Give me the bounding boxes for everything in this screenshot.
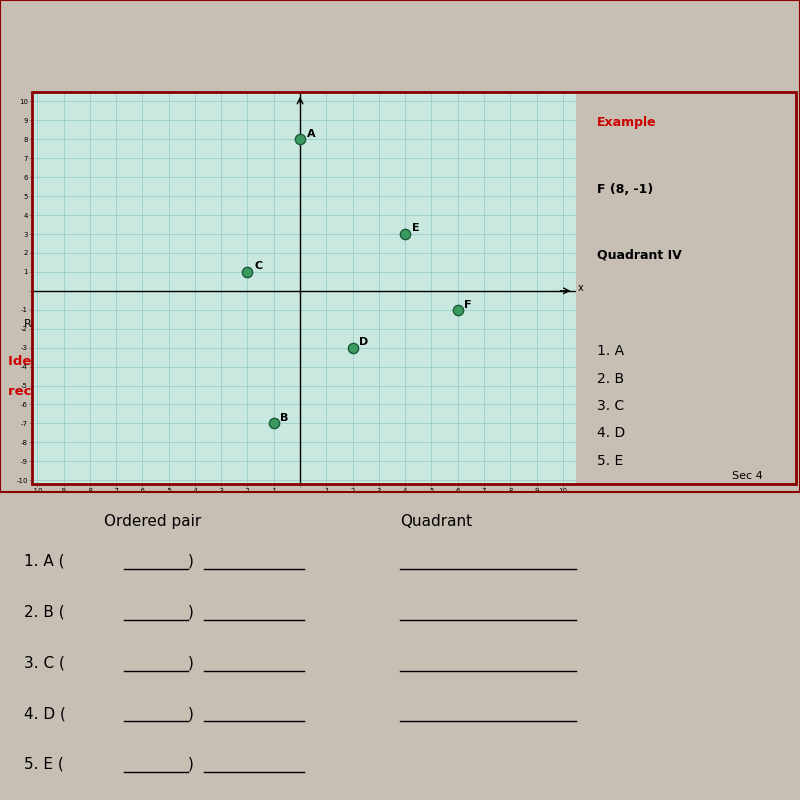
Point <box>267 417 280 430</box>
Text: Identify the quadrants and the ordered pair for each given points in the: Identify the quadrants and the ordered p… <box>8 355 548 368</box>
Text: References: References <box>24 319 86 329</box>
Text: A: A <box>306 129 315 138</box>
Text: 5. E: 5. E <box>597 454 623 467</box>
Text: B: B <box>280 413 289 422</box>
Point <box>346 342 359 354</box>
Point <box>398 228 411 241</box>
Point <box>241 266 254 278</box>
Text: F (8, -1): F (8, -1) <box>597 183 654 196</box>
Text: rectangular plane.: rectangular plane. <box>8 385 146 398</box>
Text: D: D <box>359 337 369 347</box>
Text: ): ) <box>188 655 194 670</box>
Text: 3. C: 3. C <box>597 399 624 413</box>
Text: x: x <box>578 283 583 293</box>
Text: Quadrant IV: Quadrant IV <box>597 248 682 261</box>
Text: View: View <box>264 319 290 329</box>
Text: 2. B (: 2. B ( <box>24 605 65 619</box>
Text: C: C <box>254 261 262 271</box>
Text: E: E <box>412 223 419 233</box>
Text: Quadrant: Quadrant <box>400 514 472 529</box>
Text: ): ) <box>188 706 194 721</box>
Text: Mailings: Mailings <box>112 319 158 329</box>
Text: ): ) <box>188 605 194 619</box>
Point <box>294 133 306 146</box>
Text: 4. D (: 4. D ( <box>24 706 66 721</box>
Text: ): ) <box>188 757 194 772</box>
Text: Help: Help <box>328 319 354 329</box>
Text: Sec 4: Sec 4 <box>733 471 763 481</box>
Text: 4. D: 4. D <box>597 426 626 440</box>
Text: 5. E (: 5. E ( <box>24 757 64 772</box>
Text: ): ) <box>188 554 194 569</box>
Text: 1. A: 1. A <box>597 344 624 358</box>
Point <box>451 303 464 316</box>
Text: F: F <box>464 300 472 310</box>
Text: 2. B: 2. B <box>597 371 624 386</box>
Text: 1. A (: 1. A ( <box>24 554 65 569</box>
Text: 3. C (: 3. C ( <box>24 655 65 670</box>
Text: Review: Review <box>200 319 240 329</box>
Text: Example: Example <box>597 116 657 129</box>
Text: Ordered pair: Ordered pair <box>104 514 202 529</box>
